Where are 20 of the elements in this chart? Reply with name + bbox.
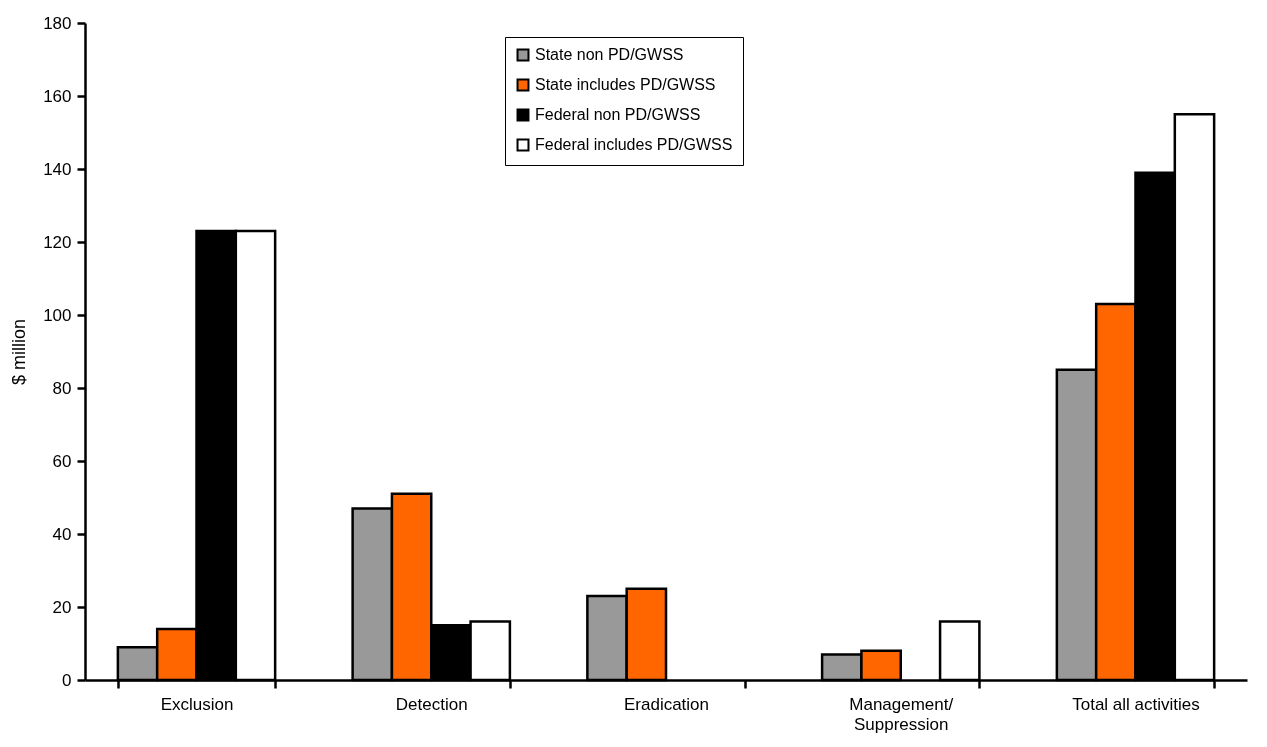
- x-tick-label: Eradication: [623, 694, 710, 714]
- x-tick-label: Management/ Suppression: [849, 694, 954, 734]
- legend-label: Federal non PD/GWSS: [535, 106, 701, 123]
- x-tick-label: Exclusion: [160, 694, 234, 714]
- y-tick-label: 20: [52, 597, 72, 617]
- y-tick-label: 40: [52, 524, 72, 544]
- y-tick-label: 180: [43, 13, 72, 33]
- y-tick-label: 0: [62, 670, 72, 690]
- legend-label: State includes PD/GWSS: [535, 76, 716, 93]
- y-tick-label: 120: [43, 232, 72, 252]
- legend-label: State non PD/GWSS: [535, 46, 684, 63]
- legend-label: Federal includes PD/GWSS: [535, 136, 733, 153]
- y-tick-label: 160: [43, 86, 72, 106]
- y-tick-label: 80: [52, 378, 72, 398]
- y-axis-title: $ million: [9, 318, 30, 386]
- y-tick-label: 60: [52, 451, 72, 471]
- y-tick-label: 140: [43, 159, 72, 179]
- x-tick-label: Detection: [395, 694, 468, 714]
- x-tick-label: Total all activities: [1072, 694, 1200, 714]
- y-tick-label: 100: [43, 305, 72, 325]
